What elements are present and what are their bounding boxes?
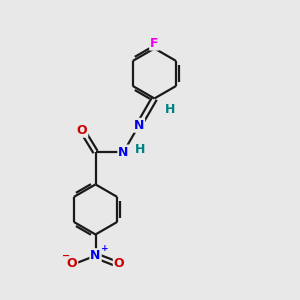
- Text: N: N: [134, 119, 144, 132]
- Text: N: N: [118, 146, 129, 158]
- Text: H: H: [134, 142, 145, 156]
- Text: −: −: [62, 250, 70, 261]
- Text: H: H: [164, 103, 175, 116]
- Text: +: +: [100, 244, 108, 253]
- Text: F: F: [150, 37, 159, 50]
- Text: O: O: [67, 257, 77, 270]
- Text: O: O: [77, 124, 87, 137]
- Text: N: N: [90, 249, 101, 262]
- Text: O: O: [114, 257, 124, 270]
